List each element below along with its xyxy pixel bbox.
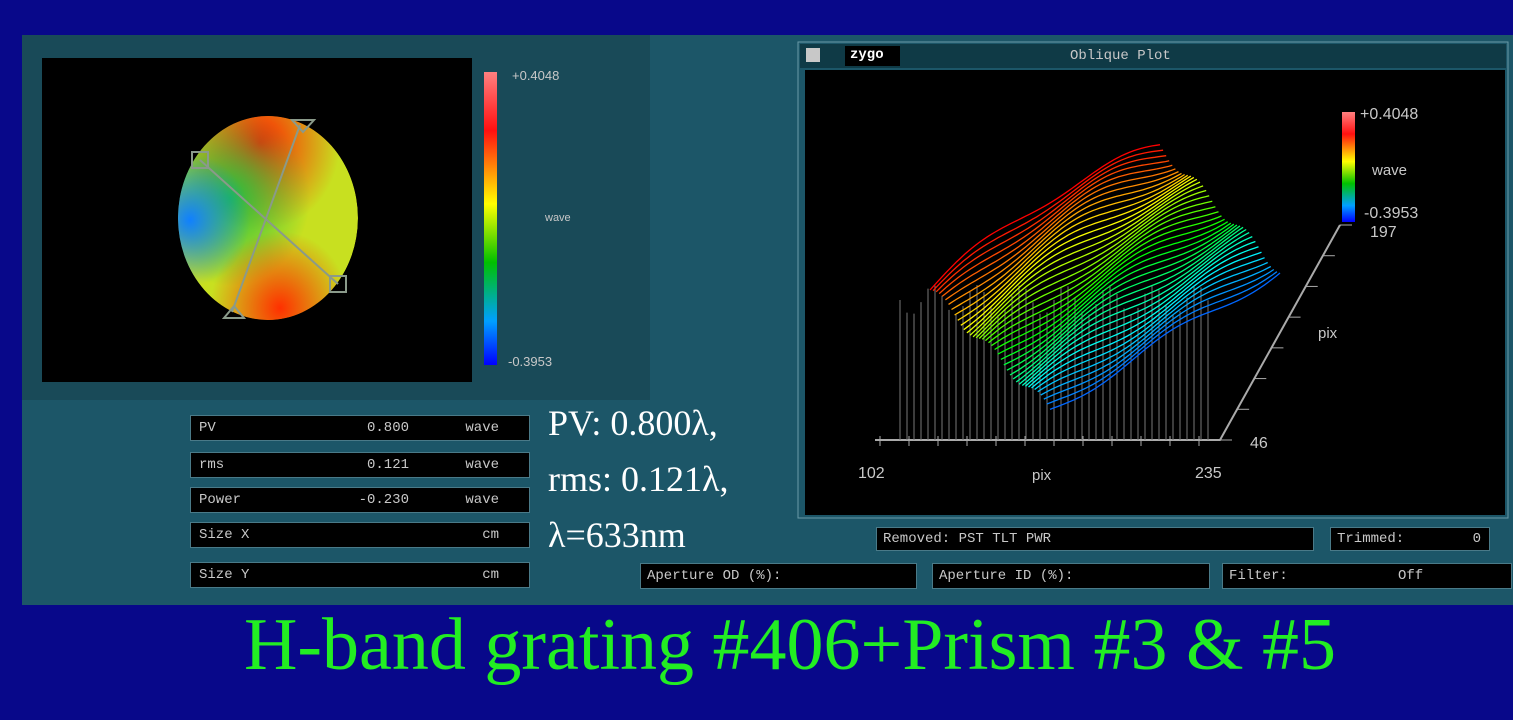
stat-unit: wave <box>465 457 499 473</box>
stat-row: Size X cm <box>190 522 530 548</box>
window-button[interactable] <box>806 48 820 62</box>
plot-area <box>805 70 1505 515</box>
colorbar <box>484 72 497 365</box>
x-axis-label: pix <box>1032 467 1051 484</box>
stat-value: -0.230 <box>359 492 409 508</box>
caption: H-band grating #406+Prism #3 & #5 <box>0 603 1513 688</box>
stat-unit: cm <box>482 527 499 543</box>
aperture-od-label: Aperture OD (%): <box>647 568 781 584</box>
stat-label: Size X <box>199 527 249 543</box>
annotation: PV: 0.800λ, <box>548 402 718 444</box>
stat-row: PV 0.800 wave <box>190 415 530 441</box>
stat-value: 0.121 <box>367 457 409 473</box>
colorbar-min: -0.3953 <box>1364 205 1418 223</box>
colorbar-unit: wave <box>545 212 571 224</box>
trimmed-label: Trimmed: <box>1337 531 1404 547</box>
colorbar-min: -0.3953 <box>508 354 552 369</box>
window-title: Oblique Plot <box>1070 48 1171 64</box>
trimmed-value: 0 <box>1473 531 1481 547</box>
removed-field: Removed: PST TLT PWR <box>876 527 1314 551</box>
stat-label: rms <box>199 457 224 473</box>
page: +0.4048 wave -0.3953 PV 0.800 wave rms 0.121… <box>0 0 1513 720</box>
trimmed-field: Trimmed: 0 <box>1330 527 1490 551</box>
aperture-od-field[interactable]: Aperture OD (%): <box>640 563 917 589</box>
x-axis-tick: 235 <box>1195 465 1222 483</box>
y-axis-label: pix <box>1318 325 1337 342</box>
y-axis-tick: 46 <box>1250 435 1268 453</box>
colorbar-max: +0.4048 <box>1360 106 1418 124</box>
stat-unit: wave <box>465 492 499 508</box>
filter-label: Filter: <box>1229 568 1288 584</box>
stat-row: rms 0.121 wave <box>190 452 530 478</box>
colorbar-unit: wave <box>1372 162 1407 179</box>
colorbar <box>1342 112 1355 222</box>
filter-field[interactable]: Filter: Off <box>1222 563 1512 589</box>
stat-label: Size Y <box>199 567 249 583</box>
colorbar-extra: 197 <box>1370 224 1397 242</box>
stat-value: 0.800 <box>367 420 409 436</box>
stat-unit: cm <box>482 567 499 583</box>
logo: zygo <box>850 47 884 63</box>
stat-label: Power <box>199 492 241 508</box>
stat-row: Power -0.230 wave <box>190 487 530 513</box>
filter-value: Off <box>1398 568 1423 584</box>
aperture-id-field[interactable]: Aperture ID (%): <box>932 563 1210 589</box>
removed-text: Removed: PST TLT PWR <box>883 531 1051 547</box>
stat-label: PV <box>199 420 216 436</box>
x-axis-tick: 102 <box>858 465 885 483</box>
colorbar-max: +0.4048 <box>512 68 559 83</box>
aperture-id-label: Aperture ID (%): <box>939 568 1073 584</box>
stat-row: Size Y cm <box>190 562 530 588</box>
stat-unit: wave <box>465 420 499 436</box>
annotation: rms: 0.121λ, <box>548 458 728 500</box>
annotation: λ=633nm <box>548 514 686 556</box>
